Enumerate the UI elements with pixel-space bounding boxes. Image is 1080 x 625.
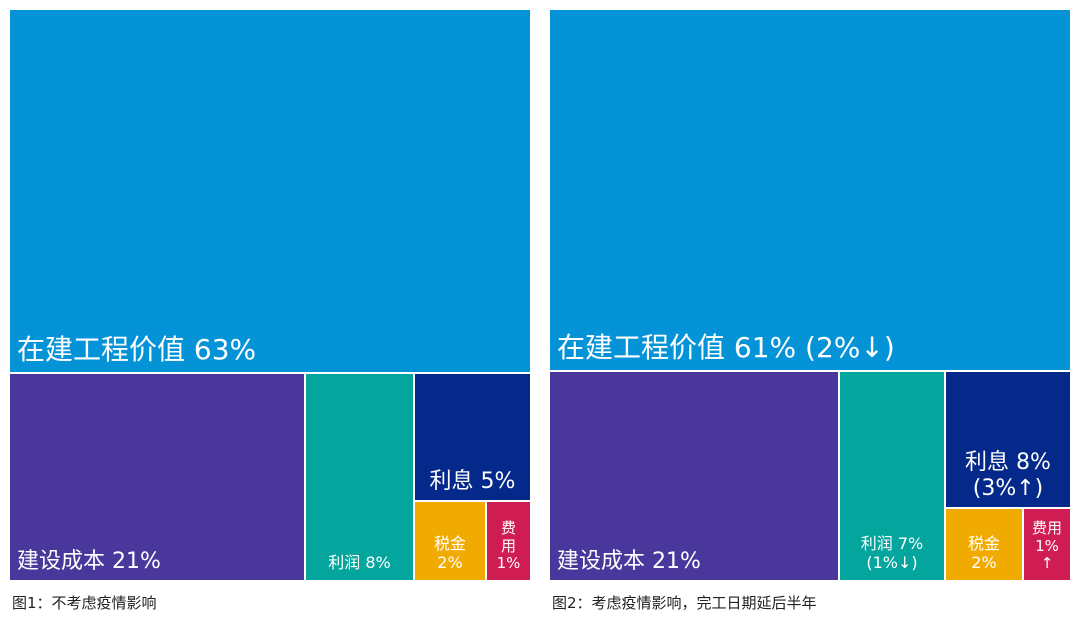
tile-label-interest: 利息 8% (3%↑) <box>965 450 1051 501</box>
figure-caption-1: 图1：不考虑疫情影响 <box>12 594 157 612</box>
tile-label-tax: 税金 2% <box>967 534 1000 572</box>
tile-label-fee: 费用 1% ↑ <box>1031 519 1062 572</box>
tile-cost: 建设成本 21% <box>550 372 838 580</box>
tile-interest: 利息 5% <box>415 374 530 500</box>
tile-fee: 费 用 1% <box>487 502 530 580</box>
tile-label-tax: 税金 2% <box>433 534 466 572</box>
tile-label-profit: 利润 8% <box>328 552 391 572</box>
tile-tax: 税金 2% <box>946 509 1022 580</box>
tile-label-cost: 建设成本 21% <box>557 548 701 574</box>
tile-label-profit: 利润 7% (1%↓) <box>860 534 924 572</box>
tile-profit: 利润 7% (1%↓) <box>840 372 944 580</box>
tile-fee: 费用 1% ↑ <box>1024 509 1070 580</box>
tile-tax: 税金 2% <box>415 502 485 580</box>
tile-wip: 在建工程价值 63% <box>10 10 530 372</box>
tile-interest: 利息 8% (3%↑) <box>946 372 1070 507</box>
tile-label-fee: 费 用 1% <box>496 519 521 572</box>
figure-caption-2: 图2：考虑疫情影响，完工日期延后半年 <box>552 594 817 612</box>
tile-label-wip: 在建工程价值 61% (2%↓) <box>557 330 895 364</box>
tile-label-wip: 在建工程价值 63% <box>17 332 257 366</box>
tile-wip: 在建工程价值 61% (2%↓) <box>550 10 1070 370</box>
tile-profit: 利润 8% <box>306 374 413 580</box>
tile-label-interest: 利息 5% <box>429 468 516 494</box>
tile-cost: 建设成本 21% <box>10 374 304 580</box>
treemap-panel-2: 在建工程价值 61% (2%↓) 建设成本 21% 利润 7% (1%↓) 利息 8%… <box>550 10 1070 580</box>
tile-label-cost: 建设成本 21% <box>17 548 161 574</box>
treemap-panel-1: 在建工程价值 63% 建设成本 21% 利润 8% 利息 5% 税金 2% 费 用 1% <box>10 10 530 580</box>
